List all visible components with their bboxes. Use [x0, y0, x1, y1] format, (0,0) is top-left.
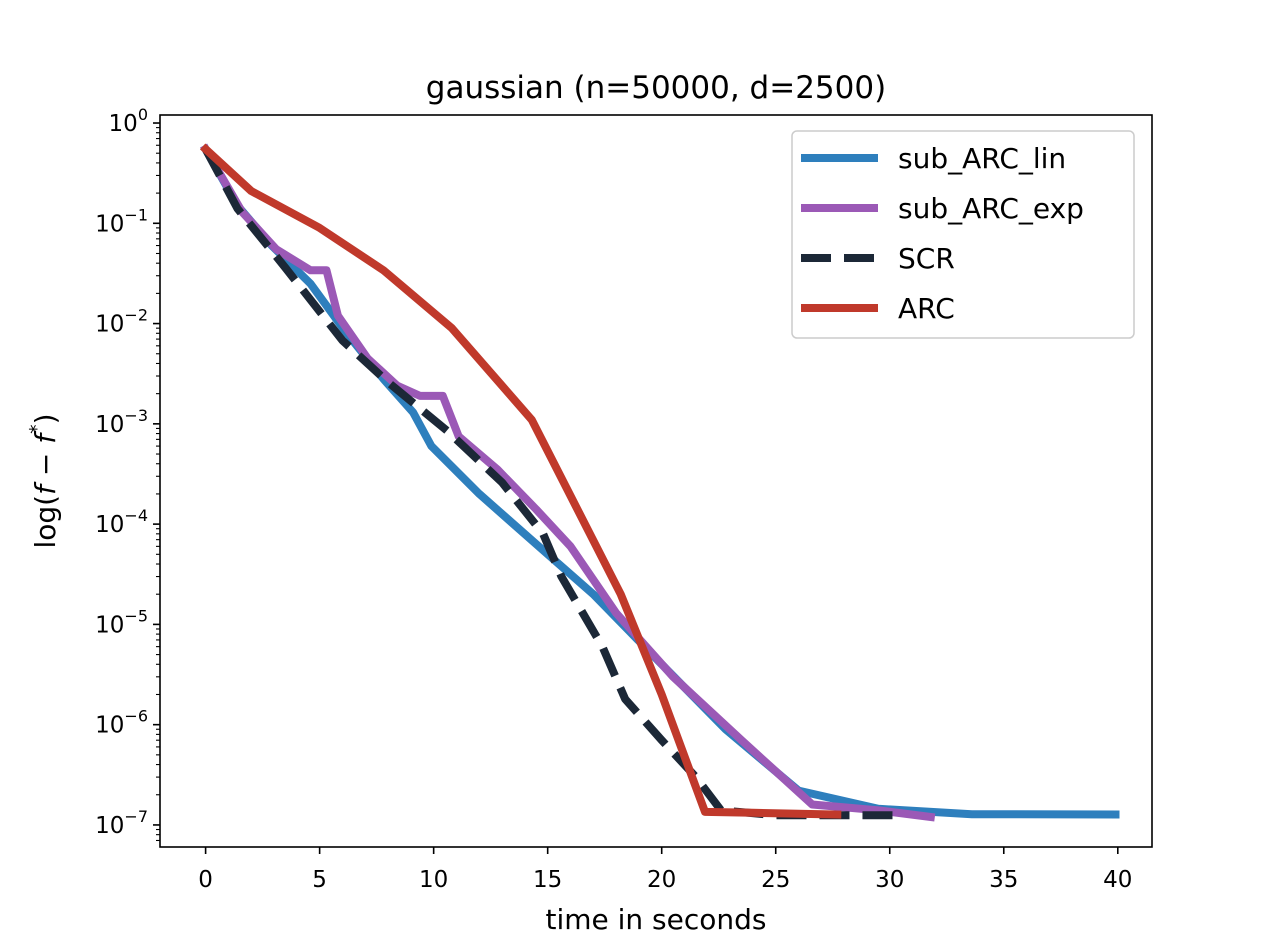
y-axis-label-prefix: log( [29, 495, 62, 549]
y-tick-exponent: 0 [138, 105, 148, 124]
y-tick-base: 10 [109, 111, 138, 137]
y-axis-label: log(f − f*) [26, 413, 62, 548]
y-tick-exponent: −6 [124, 707, 148, 726]
y-tick-exponent: −2 [124, 306, 148, 325]
y-tick-label: 10−6 [95, 707, 148, 739]
series-layer [199, 143, 1120, 822]
y-axis-label-star: * [26, 424, 48, 434]
x-tick-label: 20 [647, 867, 676, 893]
y-tick-base: 10 [95, 312, 124, 338]
legend: sub_ARC_lin sub_ARC_exp SCR ARC [791, 130, 1135, 339]
series-line-sub-arc-lin [200, 143, 1120, 819]
x-tick-label: 25 [761, 867, 790, 893]
x-axis: 0 5 10 15 20 25 30 35 40 [198, 847, 1132, 893]
y-tick-base: 10 [95, 512, 124, 538]
x-tick-label: 5 [312, 867, 327, 893]
y-tick-base: 10 [95, 713, 124, 739]
x-tick-label: 35 [989, 867, 1018, 893]
x-tick-label: 0 [198, 867, 213, 893]
y-tick-base: 10 [95, 412, 124, 438]
legend-label: ARC [898, 292, 955, 325]
series-line-arc [199, 143, 842, 819]
y-tick-exponent: −5 [124, 606, 148, 625]
x-tick-label: 40 [1103, 867, 1132, 893]
y-tick-label: 10−2 [95, 306, 148, 338]
plot-frame [159, 114, 1153, 848]
y-tick-base: 10 [95, 211, 124, 237]
y-axis-label-suffix: ) [29, 413, 62, 424]
y-tick-label: 10−3 [95, 406, 148, 438]
legend-label: SCR [898, 242, 955, 275]
y-tick-label: 10−7 [95, 807, 148, 839]
y-tick-exponent: −4 [124, 506, 148, 525]
x-tick-label: 30 [875, 867, 904, 893]
y-tick-base: 10 [95, 813, 124, 839]
y-tick-label: 10−5 [95, 606, 148, 638]
y-tick-label: 10−1 [95, 205, 148, 237]
y-tick-exponent: −3 [124, 406, 148, 425]
legend-label: sub_ARC_exp [898, 192, 1084, 225]
y-tick-exponent: −7 [124, 807, 148, 826]
legend-box [791, 130, 1135, 339]
chart-title: gaussian (n=50000, d=2500) [426, 70, 886, 106]
legend-label: sub_ARC_lin [898, 142, 1066, 175]
x-tick-label: 10 [419, 867, 448, 893]
x-axis-label: time in seconds [545, 903, 766, 936]
y-axis-label-minus: − [29, 444, 62, 485]
series-line-sub-arc-exp [200, 143, 936, 822]
y-tick-label: 10−4 [95, 506, 148, 538]
y-tick-label: 100 [109, 105, 148, 137]
x-tick-label: 15 [533, 867, 562, 893]
y-tick-exponent: −1 [124, 205, 148, 224]
y-tick-base: 10 [95, 612, 124, 638]
